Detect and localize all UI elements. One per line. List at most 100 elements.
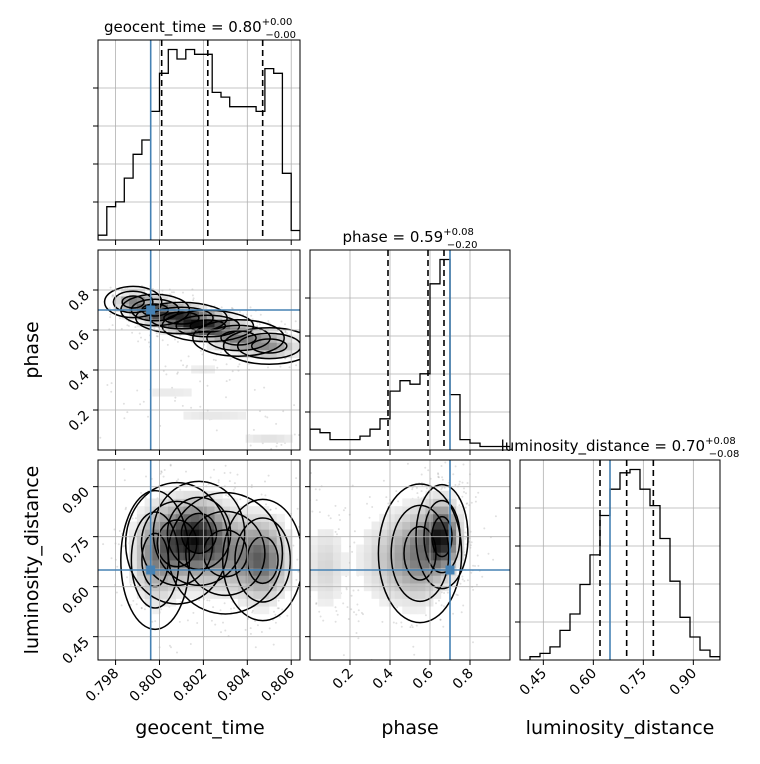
scatter-point (357, 620, 360, 623)
density-cell (144, 544, 153, 553)
scatter-point (442, 625, 445, 628)
scatter-point (151, 620, 154, 623)
density-cell (222, 411, 231, 420)
density-cell (175, 552, 184, 561)
scatter-point (174, 338, 176, 341)
density-cell (456, 521, 465, 530)
density-cell (268, 326, 278, 336)
density-cell (152, 498, 161, 507)
scatter-point (400, 621, 403, 624)
density-cell (317, 544, 326, 553)
density-cell (230, 552, 239, 561)
density-cell (379, 575, 388, 584)
x-tick-label-luminosity-distance: 0.45 (517, 666, 550, 699)
scatter-point (296, 507, 299, 510)
density-cell (183, 388, 192, 397)
scatter-point (253, 388, 256, 391)
scatter-point (268, 627, 271, 630)
density-cell (222, 342, 231, 351)
density-cell (317, 552, 326, 561)
density-cell (310, 552, 319, 561)
density-cell (363, 544, 372, 553)
density-cell (167, 552, 177, 561)
scatter-point (487, 552, 490, 555)
scatter-point (352, 589, 355, 592)
density-cell (284, 529, 293, 538)
density-cell (379, 590, 388, 599)
scatter-point (452, 612, 455, 615)
scatter-point (219, 609, 222, 612)
scatter-point (470, 571, 473, 574)
density-cell (175, 583, 184, 592)
ylabel-phase: phase (21, 321, 43, 378)
density-cell (410, 575, 419, 584)
density-cell (284, 575, 293, 584)
contour-line (192, 319, 285, 357)
density-cell (129, 296, 138, 305)
density-cell (440, 583, 449, 592)
density-cell (284, 342, 293, 351)
density-cell (317, 529, 326, 538)
scatter-point (411, 626, 414, 629)
density-cell (310, 536, 319, 546)
scatter-point (125, 506, 127, 509)
scatter-point (477, 491, 480, 494)
scatter-point (306, 655, 308, 657)
density-cell (136, 303, 146, 312)
scatter-point (209, 476, 212, 479)
scatter-point (371, 506, 374, 508)
density-cell (310, 560, 319, 569)
scatter-point (109, 316, 112, 319)
density-cell (440, 521, 449, 530)
scatter-point (438, 456, 440, 458)
density-cell (129, 560, 138, 569)
scatter-point (304, 347, 306, 349)
density-cell (402, 567, 411, 576)
scatter-point (164, 365, 167, 368)
density-cell (230, 560, 239, 569)
density-cell (317, 575, 326, 584)
density-cell (144, 536, 153, 546)
scatter-point (108, 307, 111, 310)
scatter-point (259, 313, 262, 316)
scatter-point (412, 645, 415, 648)
density-cell (425, 552, 434, 561)
density-cell (191, 552, 200, 561)
density-cell (191, 334, 200, 343)
scatter-point (135, 603, 138, 606)
scatter-point (137, 340, 140, 343)
y-tick-label-luminosity-distance: 0.45 (59, 634, 92, 667)
scatter-point (265, 503, 267, 506)
density-cell (206, 342, 215, 351)
scatter-point (454, 484, 457, 486)
scatter-point (280, 443, 283, 446)
scatter-point (119, 317, 121, 320)
scatter-point (224, 629, 227, 632)
density-cell (206, 575, 215, 584)
density-cell (379, 529, 388, 538)
density-cell (379, 536, 388, 546)
density-cell (325, 590, 334, 599)
scatter-point (244, 628, 247, 631)
scatter-point (215, 429, 218, 432)
scatter-point (225, 363, 228, 366)
scatter-point (281, 608, 284, 611)
scatter-point (353, 541, 356, 544)
density-cell (433, 529, 442, 538)
density-cell (325, 598, 334, 607)
density-cell (222, 506, 231, 515)
scatter-point (463, 487, 465, 490)
density-cell (129, 552, 138, 561)
x-tick-label-phase: 0.8 (450, 666, 477, 693)
scatter-point (472, 641, 474, 644)
density-cell (183, 521, 192, 530)
density-cell (136, 521, 146, 530)
density-cell (386, 575, 396, 584)
density-cell (402, 552, 411, 561)
scatter-point (355, 613, 358, 616)
density-cell (175, 560, 184, 569)
scatter-point (122, 545, 125, 548)
scatter-point (320, 337, 322, 339)
scatter-point (410, 624, 413, 627)
x-tick-label-geocent-time: 0.806 (258, 665, 298, 705)
